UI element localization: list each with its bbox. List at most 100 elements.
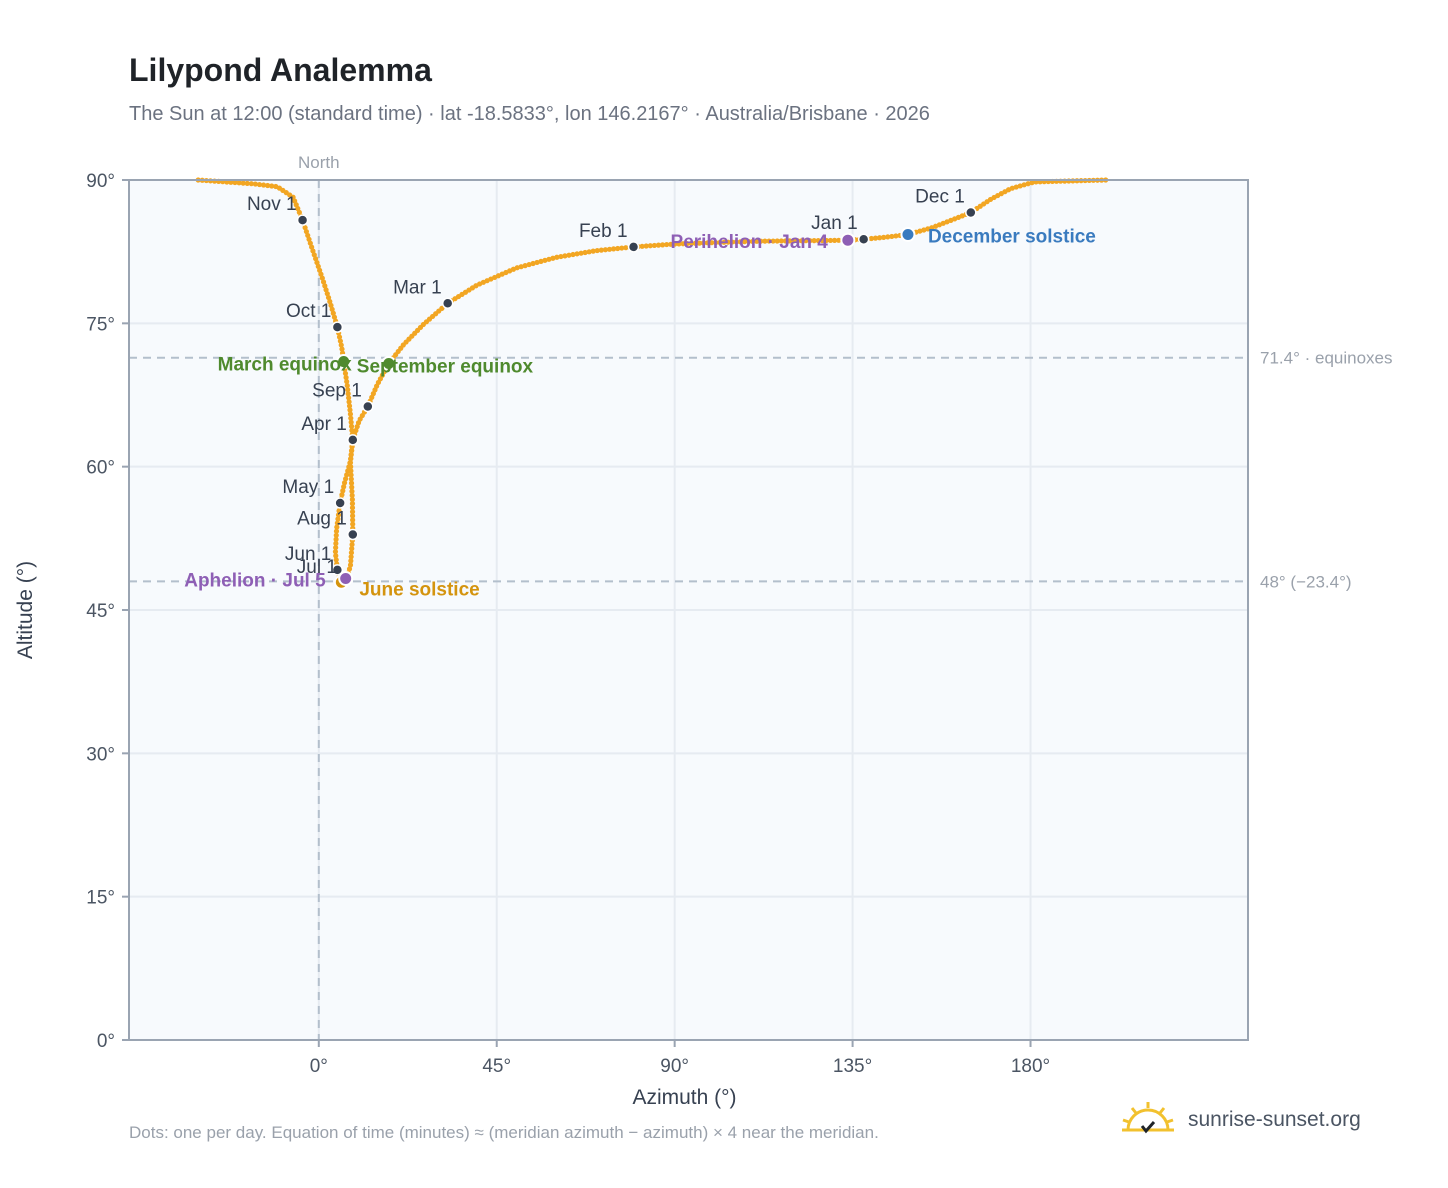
event-marker xyxy=(336,354,352,370)
day-dot xyxy=(336,508,342,514)
day-dot xyxy=(332,549,339,555)
day-dot xyxy=(333,544,339,551)
day-dot xyxy=(823,237,830,244)
day-dot xyxy=(1029,180,1035,186)
event-label: December solstice xyxy=(928,226,1096,247)
day-dot xyxy=(324,291,330,297)
day-dot xyxy=(348,415,354,421)
day-dot xyxy=(741,239,748,245)
day-dot xyxy=(664,241,670,248)
day-dot xyxy=(265,182,271,189)
day-dot xyxy=(750,238,756,245)
day-dot xyxy=(345,391,351,397)
month-label: Nov 1 xyxy=(247,194,297,215)
day-dot xyxy=(774,238,780,244)
day-dot xyxy=(893,233,899,239)
day-dot xyxy=(623,245,629,251)
day-dot xyxy=(530,260,536,267)
event-marker xyxy=(900,226,916,242)
day-dot xyxy=(339,492,345,498)
day-dot xyxy=(594,247,600,254)
day-dot xyxy=(709,240,715,246)
month-label: Apr 1 xyxy=(301,414,346,435)
day-dot xyxy=(349,513,356,519)
day-dot xyxy=(347,411,354,417)
day-dot xyxy=(240,180,246,186)
day-dot xyxy=(333,528,340,534)
day-dot xyxy=(244,180,250,186)
day-dot xyxy=(1009,185,1015,191)
day-dot xyxy=(615,245,621,252)
axes: 0° 45° 90° 135° 180° 0° 15° 30° 45° 60° 75° 90° Azim… xyxy=(14,171,1050,1109)
day-dot xyxy=(349,484,355,490)
day-dot xyxy=(347,460,354,466)
x-tick-label: 135° xyxy=(833,1056,872,1077)
day-dot xyxy=(348,554,354,560)
day-dot xyxy=(705,240,711,246)
day-dot xyxy=(328,302,334,309)
day-dot xyxy=(721,239,727,245)
day-dot xyxy=(338,342,344,348)
day-dot xyxy=(819,237,825,244)
chart-title: Lilypond Analemma xyxy=(129,52,432,88)
day-dot xyxy=(550,255,556,261)
month-marker xyxy=(362,400,374,413)
day-dot xyxy=(349,509,356,515)
day-dot xyxy=(349,496,355,503)
day-dot xyxy=(339,346,345,352)
y-tick-label: 0° xyxy=(97,1031,115,1052)
day-dot xyxy=(815,237,821,244)
month-label: Jul 1 xyxy=(297,557,337,578)
day-dot xyxy=(570,251,576,258)
day-dot xyxy=(619,245,625,251)
day-dot xyxy=(349,488,355,494)
day-dot xyxy=(917,228,923,234)
day-dot xyxy=(337,338,343,344)
event-label: Aphelion · Jul 5 xyxy=(184,570,326,591)
month-label: Jun 1 xyxy=(285,544,331,565)
month-marker xyxy=(347,434,359,446)
brand-name[interactable]: sunrise-sunset.org xyxy=(1188,1108,1361,1131)
month-label: Dec 1 xyxy=(915,186,965,207)
meridian-label: North xyxy=(298,153,340,172)
month-marker xyxy=(347,528,359,541)
day-dot xyxy=(598,247,604,253)
day-dot xyxy=(921,227,927,233)
day-dot xyxy=(348,476,354,482)
day-dot xyxy=(252,181,259,187)
day-dot xyxy=(346,566,353,572)
brand[interactable]: sunrise-sunset.org xyxy=(1120,1100,1361,1140)
day-dot xyxy=(811,238,817,244)
day-dot xyxy=(770,238,776,244)
day-dot xyxy=(778,238,784,244)
day-dot xyxy=(737,239,743,245)
day-dot xyxy=(346,399,352,405)
day-dot xyxy=(562,253,568,259)
day-dot xyxy=(643,243,649,249)
day-dot xyxy=(558,253,564,260)
day-dot xyxy=(346,403,353,409)
day-dot xyxy=(348,423,355,429)
day-dot xyxy=(786,238,793,244)
day-dot xyxy=(836,237,842,243)
day-dot xyxy=(341,480,348,486)
day-dot xyxy=(320,279,327,285)
event-marker xyxy=(840,232,856,248)
day-dot xyxy=(889,233,895,240)
day-dot xyxy=(348,455,354,462)
day-dot xyxy=(348,550,355,556)
x-tick-label: 0° xyxy=(310,1056,328,1077)
day-dot xyxy=(876,235,883,241)
day-dot xyxy=(745,238,752,245)
day-dot xyxy=(350,521,356,527)
x-tick-label: 90° xyxy=(660,1056,689,1077)
day-dot xyxy=(333,532,339,538)
day-dot xyxy=(336,334,343,340)
x-tick-label: 45° xyxy=(482,1056,511,1077)
day-dot xyxy=(795,238,801,244)
y-tick-label: 30° xyxy=(86,744,115,765)
day-dot xyxy=(348,451,354,458)
day-dot xyxy=(725,239,731,245)
day-dot xyxy=(335,512,342,518)
